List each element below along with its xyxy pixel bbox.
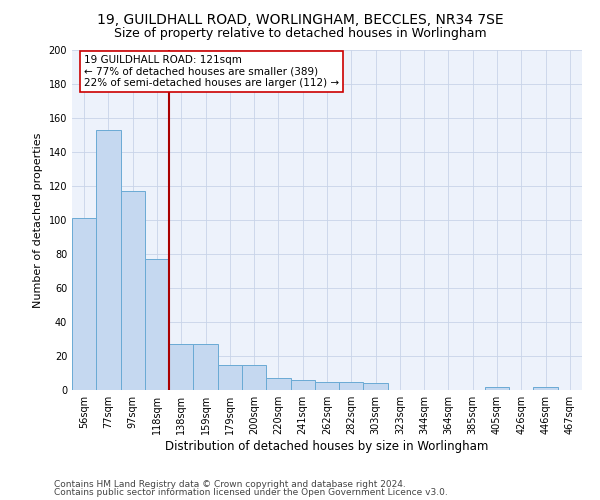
Bar (290, 380, 315, 390)
Bar (339, 382, 364, 390)
Text: 19 GUILDHALL ROAD: 121sqm
← 77% of detached houses are smaller (389)
22% of semi: 19 GUILDHALL ROAD: 121sqm ← 77% of detac… (84, 55, 339, 88)
Bar (121, 191, 145, 390)
Bar (364, 383, 388, 390)
Bar (72, 218, 96, 390)
Bar (315, 382, 339, 390)
Bar (145, 259, 169, 390)
Bar (218, 364, 242, 390)
Bar (193, 344, 218, 390)
Bar (485, 386, 509, 390)
Y-axis label: Number of detached properties: Number of detached properties (33, 132, 43, 308)
Text: 19, GUILDHALL ROAD, WORLINGHAM, BECCLES, NR34 7SE: 19, GUILDHALL ROAD, WORLINGHAM, BECCLES,… (97, 12, 503, 26)
Bar (96, 130, 121, 390)
X-axis label: Distribution of detached houses by size in Worlingham: Distribution of detached houses by size … (166, 440, 488, 453)
Text: Size of property relative to detached houses in Worlingham: Size of property relative to detached ho… (113, 28, 487, 40)
Bar (533, 386, 558, 390)
Text: Contains HM Land Registry data © Crown copyright and database right 2024.: Contains HM Land Registry data © Crown c… (54, 480, 406, 489)
Bar (266, 378, 290, 390)
Bar (242, 364, 266, 390)
Bar (169, 344, 193, 390)
Text: Contains public sector information licensed under the Open Government Licence v3: Contains public sector information licen… (54, 488, 448, 497)
